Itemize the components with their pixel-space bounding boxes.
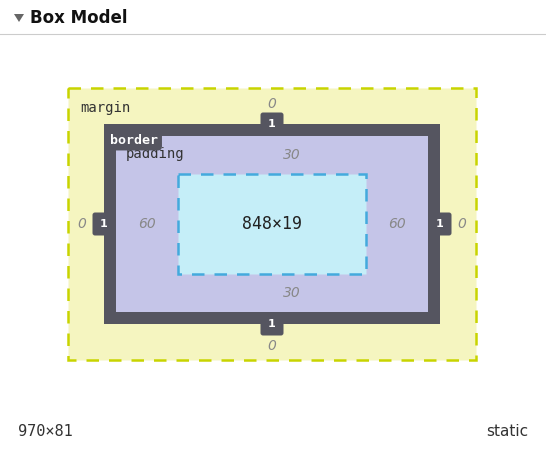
Bar (116, 136, 428, 312)
Polygon shape (14, 14, 24, 22)
Text: 1: 1 (100, 219, 108, 229)
Text: 0: 0 (78, 217, 86, 231)
Bar (68, 88, 476, 360)
Text: 60: 60 (388, 217, 406, 231)
Text: 0: 0 (458, 217, 466, 231)
Text: padding: padding (126, 147, 185, 161)
Bar (178, 174, 366, 274)
Text: 0: 0 (268, 97, 276, 111)
Text: 60: 60 (138, 217, 156, 231)
FancyBboxPatch shape (260, 312, 283, 336)
FancyBboxPatch shape (260, 113, 283, 135)
FancyBboxPatch shape (92, 212, 116, 236)
Text: 1: 1 (268, 119, 276, 129)
Bar (104, 124, 440, 324)
Text: 1: 1 (268, 319, 276, 329)
Text: 0: 0 (268, 339, 276, 353)
Text: 848×19: 848×19 (242, 215, 302, 233)
Text: 1: 1 (436, 219, 444, 229)
Text: 30: 30 (283, 286, 301, 300)
Text: static: static (486, 424, 528, 439)
Text: border: border (110, 133, 158, 147)
Text: 970×81: 970×81 (18, 424, 73, 439)
Text: Box Model: Box Model (30, 9, 128, 27)
Text: margin: margin (80, 101, 130, 115)
FancyBboxPatch shape (429, 212, 452, 236)
Text: 30: 30 (283, 148, 301, 162)
